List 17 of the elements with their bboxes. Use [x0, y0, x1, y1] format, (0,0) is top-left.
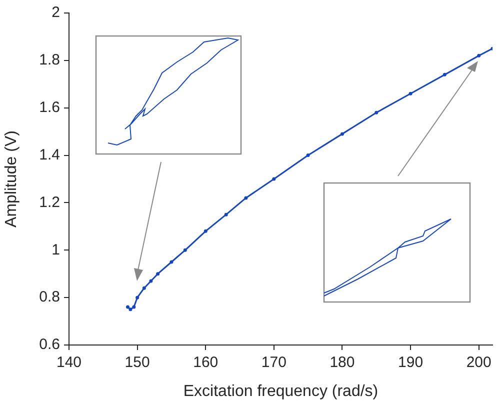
y-tick-label: 1.6 — [39, 99, 60, 116]
x-tick-label: 190 — [398, 354, 424, 372]
y-tick-label: 1.2 — [39, 194, 60, 211]
y-tick-label: 1.8 — [39, 52, 60, 69]
y-axis-title: Amplitude (V) — [3, 130, 20, 228]
y-tick-label: 0.8 — [39, 288, 60, 306]
x-axis-title: Excitation frequency (rad/s) — [183, 382, 378, 400]
y-tick-label: 0.6 — [39, 336, 60, 354]
x-tick-label: 160 — [193, 354, 218, 372]
x-tick-label: 140 — [56, 354, 82, 372]
x-tick-label: 180 — [330, 354, 355, 372]
y-tick-label: 1 — [52, 241, 60, 258]
x-tick-label: 170 — [261, 354, 286, 372]
x-tick-label: 150 — [124, 354, 150, 372]
y-tick-label: 2 — [52, 4, 60, 22]
x-tick-label: 200 — [466, 354, 492, 372]
y-tick-label: 1.4 — [39, 146, 60, 164]
